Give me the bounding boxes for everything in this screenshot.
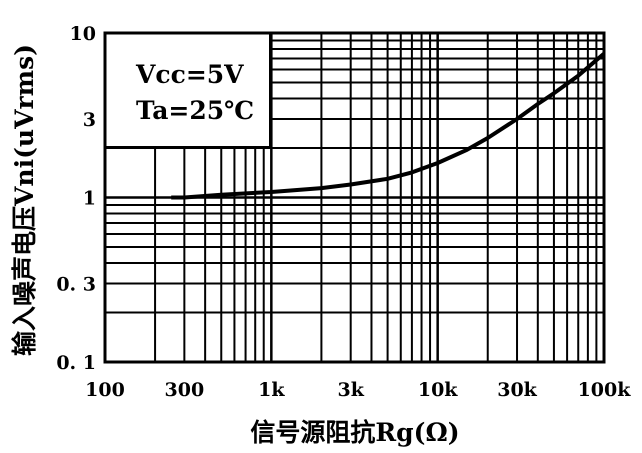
x-tick-label: 100: [85, 379, 125, 401]
plot-frame: [103, 31, 606, 364]
y-tick-label: 3: [83, 109, 96, 131]
y-tick-label: 0. 3: [56, 274, 96, 296]
y-tick-labels: 10 3 1 0. 3 0. 1: [56, 23, 96, 374]
annotation-ta: Ta=25℃: [136, 96, 254, 125]
x-tick-label: 30k: [497, 379, 537, 401]
series-line: [171, 52, 606, 200]
y-tick-label: 1: [83, 188, 96, 210]
y-axis-label: 输入噪声电压Vni(uVrms): [10, 44, 39, 356]
x-tick-labels: 100 300 1k 3k 10k 30k 100k: [85, 379, 631, 401]
x-tick-label: 10k: [418, 379, 458, 401]
x-tick-label: 300: [165, 379, 205, 401]
x-axis-label: 信号源阻抗Rg(Ω): [250, 418, 459, 447]
annotation-vcc: Vcc=5V: [135, 60, 244, 89]
x-tick-label: 1k: [258, 379, 285, 401]
y-tick-label: 0. 1: [56, 352, 96, 374]
x-tick-label: 3k: [337, 379, 364, 401]
y-tick-label: 10: [70, 23, 96, 45]
series-layer: [105, 33, 606, 200]
x-tick-label: 100k: [578, 379, 632, 401]
annotation-box: [105, 33, 270, 147]
